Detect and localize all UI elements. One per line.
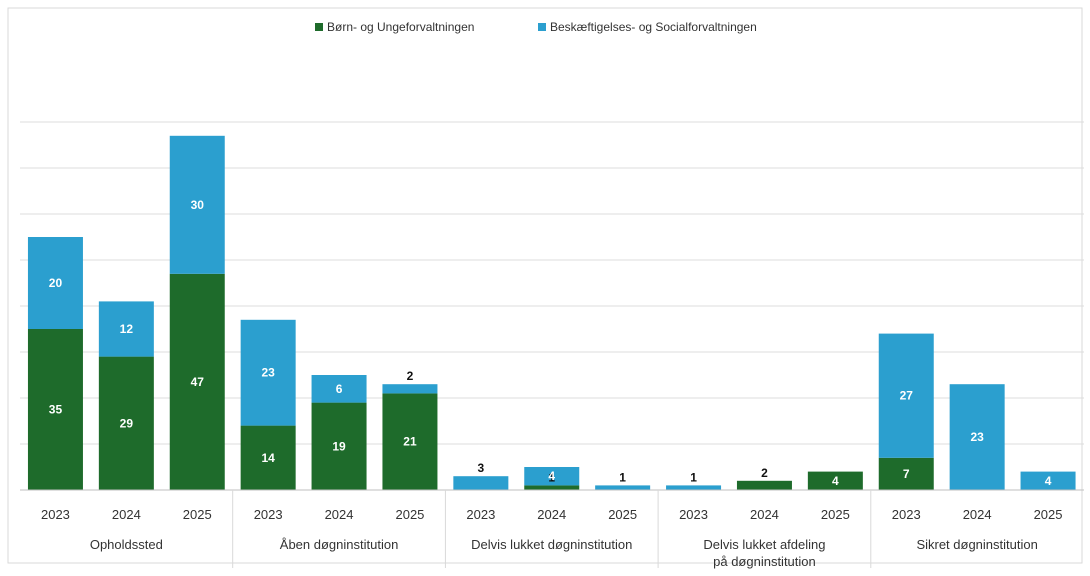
bar-segment-beskaeftigelse-og-social — [1020, 471, 1076, 490]
data-label-beskaeftigelse-og-social: 2 — [407, 369, 414, 383]
bar-segment-born-og-unge — [736, 480, 792, 490]
bar-segment-beskaeftigelse-og-social — [595, 485, 651, 490]
data-label-beskaeftigelse-og-social: 27 — [900, 389, 914, 403]
bar-segment-beskaeftigelse-og-social — [524, 467, 580, 486]
data-label-beskaeftigelse-og-social: 4 — [1045, 474, 1052, 488]
data-label-beskaeftigelse-og-social: 12 — [120, 322, 134, 336]
year-tick-label: 2023 — [41, 507, 70, 522]
legend: Børn- og Ungeforvaltningen Beskæftigelse… — [315, 20, 757, 34]
bar-segment-beskaeftigelse-og-social — [169, 135, 225, 274]
bar-segment-beskaeftigelse-og-social — [666, 485, 722, 490]
data-label-beskaeftigelse-og-social: 1 — [690, 470, 697, 484]
data-label-born-og-unge: 21 — [403, 435, 417, 449]
year-tick-label: 2023 — [679, 507, 708, 522]
data-label-beskaeftigelse-og-social: 30 — [191, 198, 205, 212]
data-label-beskaeftigelse-og-social: 1 — [619, 470, 626, 484]
bar-segment-beskaeftigelse-og-social — [949, 384, 1005, 490]
bar-segment-beskaeftigelse-og-social — [240, 319, 296, 426]
year-tick-label: 2023 — [892, 507, 921, 522]
year-tick-label: 2025 — [821, 507, 850, 522]
bar-segment-beskaeftigelse-og-social — [382, 384, 438, 394]
data-label-beskaeftigelse-og-social: 20 — [49, 276, 63, 290]
data-label-beskaeftigelse-og-social: 4 — [548, 469, 555, 483]
year-tick-label: 2025 — [395, 507, 424, 522]
bar-segment-born-og-unge — [98, 356, 154, 490]
year-tick-label: 2025 — [183, 507, 212, 522]
group-label: Åben døgninstitution — [280, 537, 399, 552]
bar-segment-beskaeftigelse-og-social — [878, 333, 934, 458]
year-tick-label: 2024 — [537, 507, 566, 522]
data-label-beskaeftigelse-og-social: 3 — [478, 461, 485, 475]
group-label: Delvis lukket afdeling — [703, 537, 825, 552]
bar-segment-born-og-unge — [807, 471, 863, 490]
year-tick-label: 2024 — [750, 507, 779, 522]
bar-segment-born-og-unge — [878, 457, 934, 490]
bar-segment-born-og-unge — [382, 393, 438, 490]
bar-segment-born-og-unge — [524, 485, 580, 490]
group-label: på døgninstitution — [713, 554, 816, 569]
data-label-born-og-unge: 7 — [903, 467, 910, 481]
bar-segment-beskaeftigelse-og-social — [98, 301, 154, 357]
data-label-born-og-unge: 47 — [191, 375, 205, 389]
year-tick-label: 2024 — [963, 507, 992, 522]
bar-segment-born-og-unge — [169, 273, 225, 490]
year-tick-label: 2025 — [608, 507, 637, 522]
bar-segment-born-og-unge — [240, 425, 296, 490]
data-label-beskaeftigelse-og-social: 23 — [261, 366, 275, 380]
bar-segment-beskaeftigelse-og-social — [27, 237, 83, 329]
data-label-beskaeftigelse-og-social: 23 — [970, 430, 984, 444]
group-label: Opholdssted — [90, 537, 163, 552]
group-label: Delvis lukket døgninstitution — [471, 537, 632, 552]
year-tick-label: 2024 — [325, 507, 354, 522]
year-tick-label: 2025 — [1034, 507, 1063, 522]
legend-swatch-born-og-unge — [315, 23, 323, 31]
bar-segment-born-og-unge — [311, 402, 367, 490]
bar-segment-beskaeftigelse-og-social — [453, 476, 509, 490]
data-label-born-og-unge: 14 — [261, 451, 275, 465]
category-axis: 2023 2024 2025 Opholdssted 2023 2024 2025 Åben … — [20, 489, 1084, 569]
data-label-born-og-unge: 2 — [761, 466, 768, 480]
year-tick-label: 2024 — [112, 507, 141, 522]
bars — [27, 135, 1076, 490]
data-label-beskaeftigelse-og-social: 6 — [336, 382, 343, 396]
year-tick-label: 2023 — [254, 507, 283, 522]
data-label-born-og-unge: 19 — [332, 439, 346, 453]
legend-label-born-og-unge: Børn- og Ungeforvaltningen — [327, 20, 474, 34]
data-label-born-og-unge: 1 — [548, 470, 555, 484]
data-label-born-og-unge: 29 — [120, 416, 134, 430]
bar-segment-beskaeftigelse-og-social — [311, 375, 367, 403]
bar-segment-born-og-unge — [27, 329, 83, 490]
legend-label-beskaeftigelse-og-social: Beskæftigelses- og Socialforvaltningen — [550, 20, 757, 34]
legend-swatch-beskaeftigelse-og-social — [538, 23, 546, 31]
data-label-born-og-unge: 35 — [49, 403, 63, 417]
group-label: Sikret døgninstitution — [916, 537, 1037, 552]
year-tick-label: 2023 — [466, 507, 495, 522]
data-label-born-og-unge: 4 — [832, 474, 839, 488]
